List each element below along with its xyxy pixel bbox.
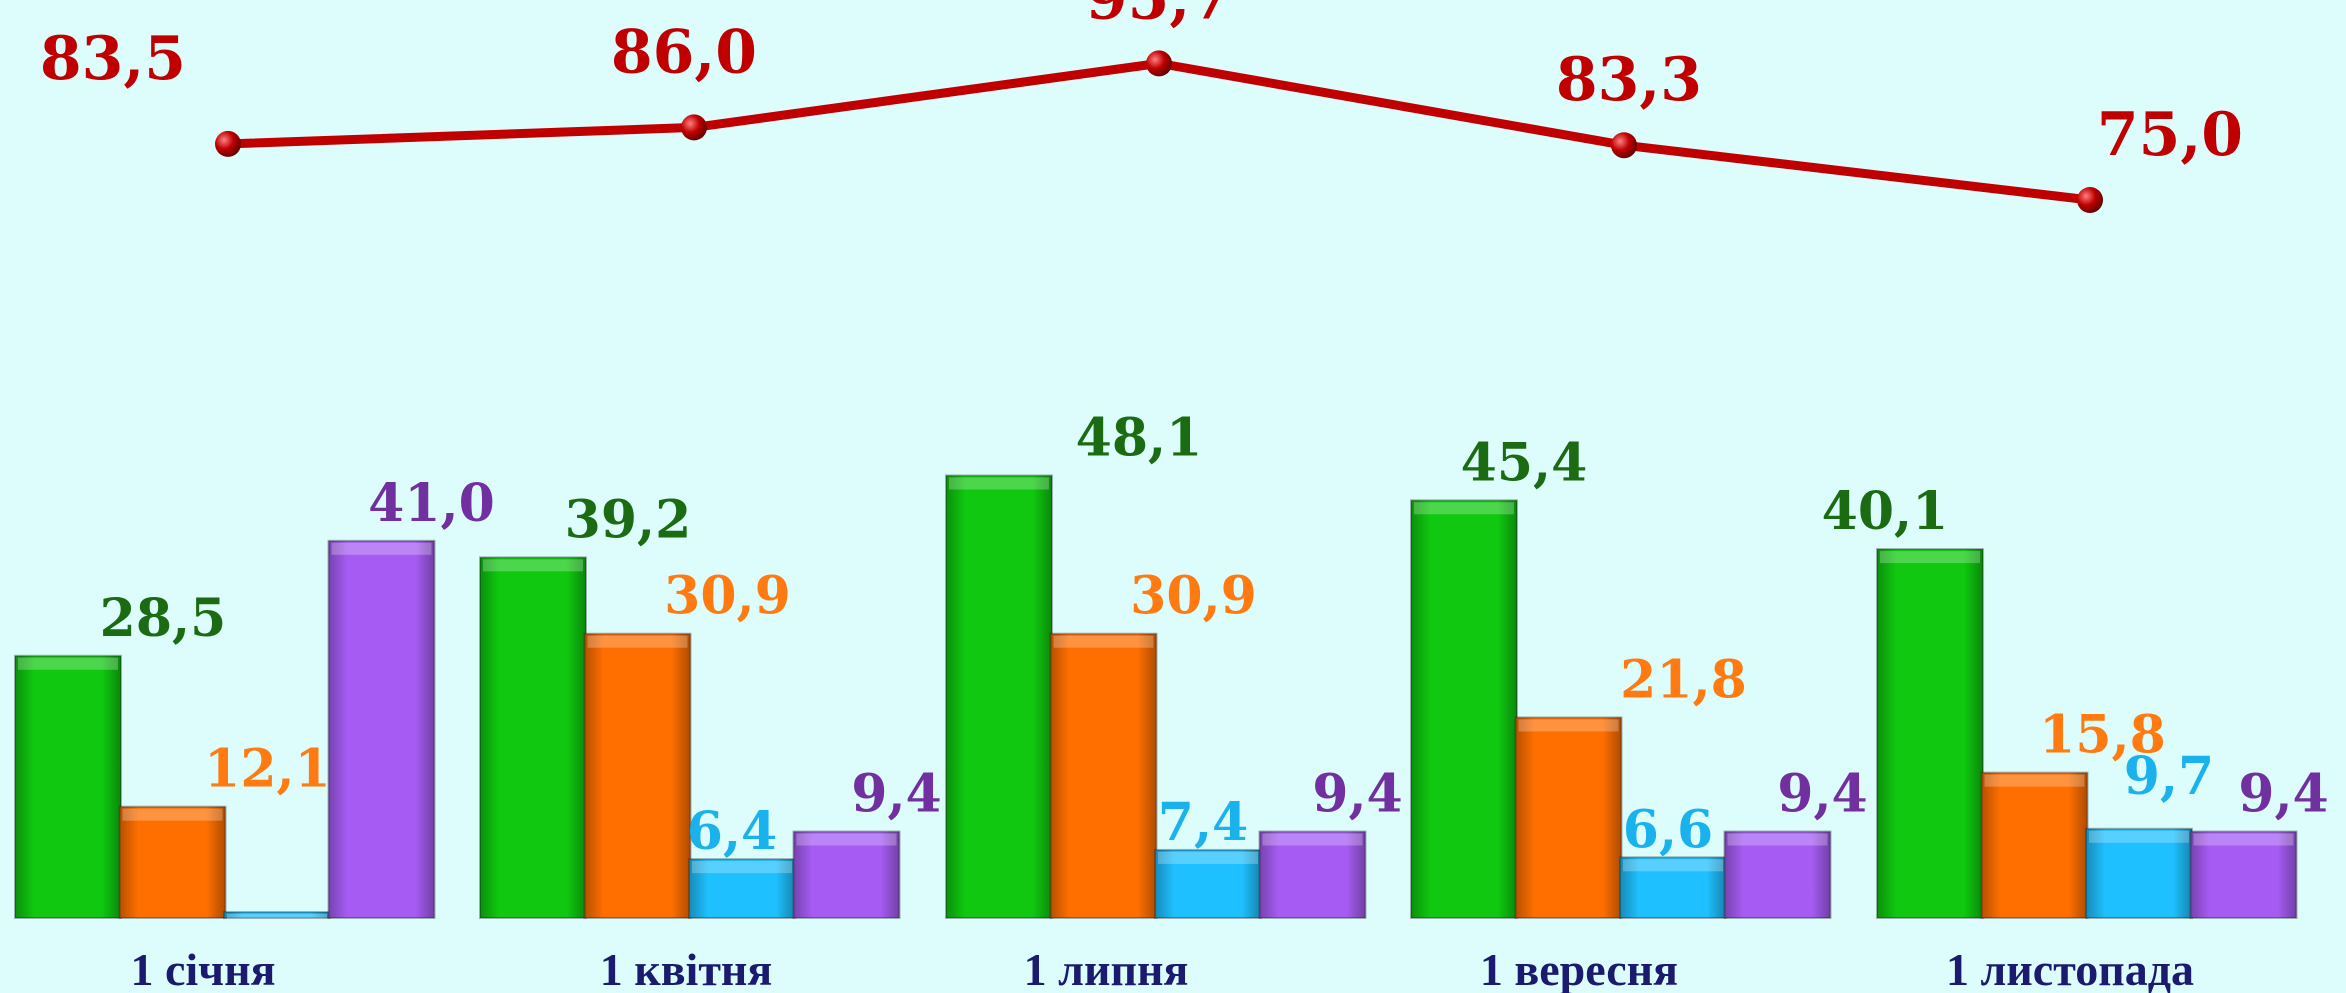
bar xyxy=(688,858,796,919)
bar-value-label: 12,1 xyxy=(204,739,331,800)
bar-value-label: 9,7 xyxy=(2124,746,2214,807)
bar xyxy=(1154,848,1262,919)
bar-value-label: 9,4 xyxy=(1312,764,1402,825)
line-point xyxy=(215,130,241,157)
bar xyxy=(1619,856,1727,920)
bar-value-label: 7,4 xyxy=(1158,792,1248,853)
bar-value-label: 41,0 xyxy=(368,473,495,534)
bar-value-label: 30,9 xyxy=(664,566,791,627)
line-series-group: 83,5 86,0 95,7 83,3 75,0 xyxy=(40,0,2243,213)
bar xyxy=(945,474,1053,919)
bar-value-label: 30,9 xyxy=(1130,566,1257,627)
bar-value-label: 45,4 xyxy=(1461,432,1588,493)
bar-label-group: 28,5 39,2 48,1 45,4 40,1 12,1 30,9 30,9 21,8 15,8… xyxy=(100,407,2329,862)
bar-value-label: 9,4 xyxy=(1777,764,1867,825)
bar xyxy=(2189,830,2298,920)
bar-value-label: 28,5 xyxy=(100,588,227,649)
line-point xyxy=(1146,50,1172,77)
bar xyxy=(1410,499,1518,919)
bar-value-label: 15,8 xyxy=(2039,705,2166,766)
bar xyxy=(1514,716,1623,919)
bar-value-label: 9,4 xyxy=(2238,764,2328,825)
bar xyxy=(583,632,692,919)
bar xyxy=(2085,827,2193,920)
line-value-label: 75,0 xyxy=(2097,100,2243,170)
bar-value-label: 40,1 xyxy=(1822,481,1949,542)
bar xyxy=(118,805,227,919)
bar xyxy=(1049,632,1158,919)
bar-value-label: 21,8 xyxy=(1620,649,1747,710)
category-label: 1 листопада xyxy=(1946,944,2194,993)
bar-value-label: 9,4 xyxy=(851,764,941,825)
bar xyxy=(1258,830,1367,920)
bar xyxy=(223,911,331,919)
line-value-label: 83,5 xyxy=(40,24,186,94)
bar-value-label: 6,6 xyxy=(1623,799,1713,860)
bar xyxy=(14,654,122,919)
bar-series-group xyxy=(14,474,2298,920)
line-value-label: 86,0 xyxy=(611,17,757,87)
bar-value-label: 6,4 xyxy=(687,801,777,862)
category-label: 1 квітня xyxy=(600,944,773,993)
category-label: 1 липня xyxy=(1024,944,1189,993)
line-point xyxy=(681,114,707,141)
bar xyxy=(1876,548,1984,920)
bar-value-label: 39,2 xyxy=(565,489,692,550)
category-label: 1 січня xyxy=(130,944,275,993)
bar xyxy=(792,830,901,920)
bar xyxy=(327,539,436,919)
category-label: 1 вересня xyxy=(1480,944,1678,993)
bar xyxy=(479,556,587,919)
bar-value-label: 48,1 xyxy=(1076,407,1203,468)
line-point xyxy=(2077,187,2103,213)
line-point xyxy=(1611,132,1637,159)
category-axis-labels: 1 січня 1 квітня 1 липня 1 вересня 1 листопа… xyxy=(130,944,2194,993)
line-value-label: 83,3 xyxy=(1556,45,1702,115)
line-series xyxy=(227,58,2091,205)
bar xyxy=(1723,830,1832,920)
bar xyxy=(1980,771,2089,920)
line-value-label: 95,7 xyxy=(1086,0,1232,33)
